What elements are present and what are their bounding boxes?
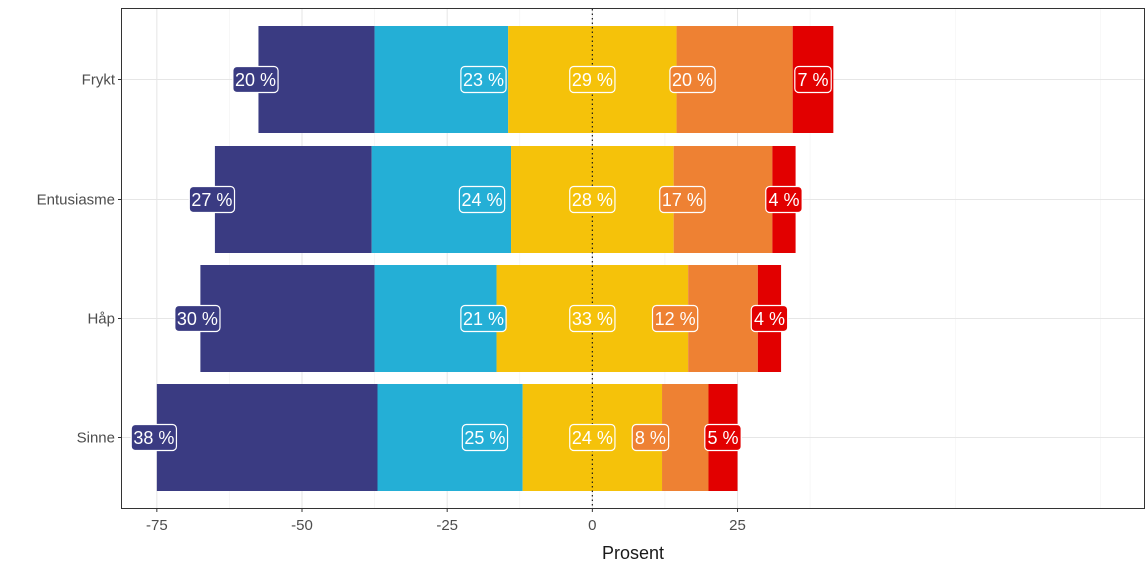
bar-segment (662, 384, 709, 491)
bar-label: 12 % (651, 304, 699, 333)
bar-label-box (569, 65, 616, 94)
bar-label-text: 8 % (635, 428, 666, 448)
bar-label: 28 % (569, 185, 616, 214)
y-axis-labels: Frykt Entusiasme Håp Sinne (37, 72, 122, 447)
bar-label-box (460, 65, 507, 94)
bar-label: 20 % (669, 65, 716, 94)
bar-label-box (460, 304, 507, 333)
y-tick-label: Sinne (77, 430, 115, 447)
y-tick-label: Frykt (82, 72, 116, 89)
bar-label-text: 38 % (133, 428, 174, 448)
x-tick-label: 0 (588, 517, 596, 534)
bar-value-labels: 20 % 23 % 29 % 20 % 7 % 27 % 24 % 28 % 17 % 4 % 30… (130, 65, 832, 452)
bar-label-text: 17 % (662, 190, 703, 210)
x-axis: -75 -50 -25 0 25 (146, 508, 746, 534)
bar-label: 24 % (458, 185, 506, 214)
bar-label: 4 % (750, 304, 789, 333)
bars (156, 26, 834, 491)
bar-label-text: 30 % (177, 309, 218, 329)
bar-label: 30 % (174, 304, 221, 333)
bar-label-text: 24 % (572, 428, 613, 448)
bar-label-text: 4 % (754, 309, 785, 329)
bar-label: 27 % (188, 185, 236, 214)
bar-label: 23 % (460, 65, 507, 94)
bar-label-text: 12 % (655, 309, 696, 329)
bar-label: 7 % (794, 65, 832, 94)
bar-label-text: 21 % (463, 309, 504, 329)
bar-label: 17 % (659, 185, 706, 214)
bar-label: 5 % (704, 423, 742, 452)
y-tick-label: Håp (87, 311, 115, 328)
bar-label-box (631, 423, 670, 452)
bar-label: 21 % (460, 304, 507, 333)
bar-label: 4 % (765, 185, 803, 214)
bar-label-box (569, 185, 616, 214)
x-tick-label: -50 (291, 517, 313, 534)
bar-label-text: 33 % (572, 309, 613, 329)
x-tick-label: 25 (729, 517, 746, 534)
bar-label-box (704, 423, 742, 452)
bar-label-box (174, 304, 221, 333)
x-tick-label: -25 (436, 517, 458, 534)
bar-label-text: 7 % (797, 70, 828, 90)
bar-label-box (659, 185, 706, 214)
bar-label-box (188, 185, 236, 214)
bar-label-box (794, 65, 832, 94)
bar-segment (200, 265, 375, 372)
bar-label: 29 % (569, 65, 616, 94)
bar-label-box (765, 185, 803, 214)
bar-label-box (569, 304, 616, 333)
bar-segment (688, 265, 758, 372)
bar-label: 8 % (631, 423, 670, 452)
bar-label: 25 % (461, 423, 509, 452)
bar-label: 33 % (569, 304, 616, 333)
x-tick-label: -75 (146, 517, 168, 534)
bar-label: 20 % (232, 65, 279, 94)
bar-label-box (130, 423, 178, 452)
bar-segment (214, 146, 372, 253)
bar-label: 38 % (130, 423, 178, 452)
bar-label-box (750, 304, 789, 333)
bar-label-text: 4 % (768, 190, 799, 210)
y-tick-label: Entusiasme (37, 192, 115, 209)
bar-label: 24 % (569, 423, 616, 452)
x-axis-title: Prosent (602, 543, 664, 563)
bar-label-text: 20 % (235, 70, 276, 90)
bar-segment (156, 384, 378, 491)
bar-label-box (569, 423, 616, 452)
bar-label-box (458, 185, 506, 214)
bar-label-box (669, 65, 716, 94)
bar-label-text: 24 % (462, 190, 503, 210)
bar-label-text: 27 % (191, 190, 232, 210)
bar-label-box (461, 423, 509, 452)
bar-label-box (651, 304, 699, 333)
bar-label-text: 5 % (707, 428, 738, 448)
bar-label-text: 28 % (572, 190, 613, 210)
bar-label-text: 25 % (464, 428, 505, 448)
bar-label-text: 29 % (572, 70, 613, 90)
bar-label-text: 20 % (672, 70, 713, 90)
bar-label-text: 23 % (463, 70, 504, 90)
bar-label-box (232, 65, 279, 94)
